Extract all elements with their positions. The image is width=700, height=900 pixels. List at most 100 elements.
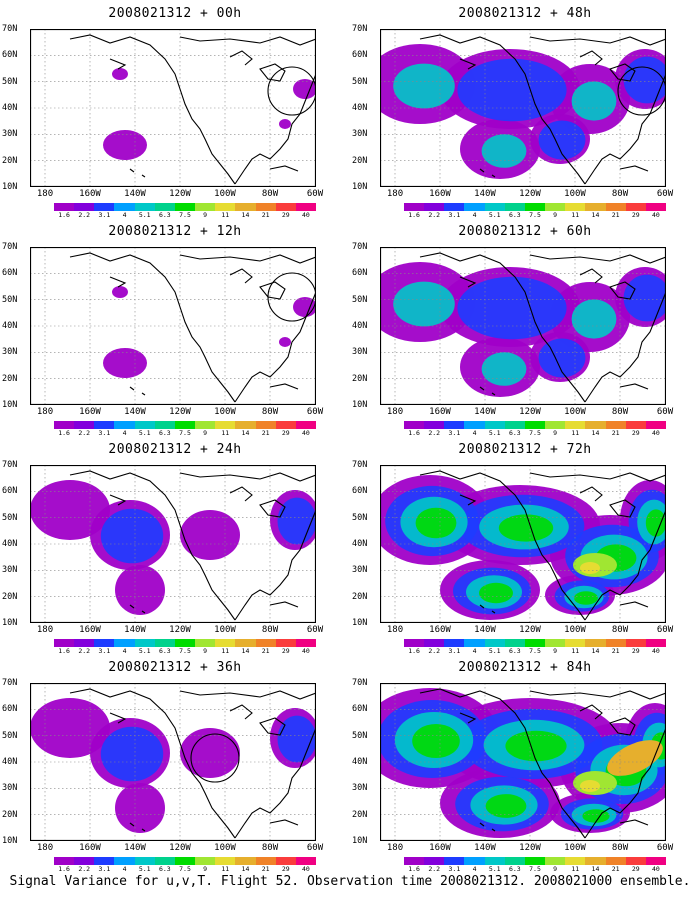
- lat-label: 30N: [352, 783, 368, 794]
- colorbar-label: 4: [122, 211, 127, 219]
- colorbar-swatch: [295, 857, 317, 865]
- coastline: [69, 252, 316, 403]
- colorbar-label: 21: [611, 647, 620, 655]
- lon-label: 80W: [611, 189, 629, 199]
- colorbar-labels: 1.6 2.2 3.1 4 5.1 6.3 7.5 9 11 14 21 29 40: [54, 211, 316, 220]
- colorbar-swatch: [444, 857, 465, 865]
- colorbar-label: 6.3: [158, 647, 171, 655]
- lat-label: 50N: [2, 730, 18, 741]
- lat-label: 40N: [352, 757, 368, 767]
- colorbar-swatch: [444, 639, 465, 647]
- colorbar-label: 7.5: [179, 211, 191, 219]
- colorbar-swatch: [484, 857, 505, 865]
- colorbar-swatch: [565, 203, 586, 211]
- colorbar-swatch: [154, 203, 175, 211]
- lat-label: 10N: [2, 400, 18, 410]
- lat-label: 10N: [352, 836, 368, 846]
- colorbar-swatch: [504, 421, 525, 429]
- forecast-panel: 2008021312 + 84h 70N 60N 50N 40N 30N 20N 10N 180…: [350, 654, 700, 873]
- colorbar-label: 21: [261, 211, 270, 219]
- colorbar-label: 3.1: [98, 211, 111, 219]
- lat-label: 30N: [352, 565, 368, 576]
- colorbar-label: 21: [261, 429, 270, 437]
- lon-label: 60W: [306, 407, 324, 417]
- colorbar-label: 9: [553, 865, 558, 873]
- lon-label: 60W: [656, 625, 674, 635]
- colorbar-swatch: [255, 421, 276, 429]
- colorbar-label: 4: [122, 647, 127, 655]
- colorbar-swatch: [605, 639, 626, 647]
- colorbar-label: 14: [241, 429, 250, 437]
- lon-label: 60W: [656, 189, 674, 199]
- colorbar-swatch: [235, 203, 256, 211]
- colorbar-swatch: [605, 203, 626, 211]
- colorbar-label: 14: [591, 429, 600, 437]
- colorbar-label: 9: [203, 211, 208, 219]
- lat-label: 60N: [2, 486, 18, 497]
- colorbar-label: 21: [611, 429, 620, 437]
- colorbar-label: 29: [631, 865, 640, 873]
- lat-label: 20N: [352, 591, 368, 602]
- colorbar-swatch: [54, 857, 75, 865]
- lat-label: 40N: [352, 321, 368, 331]
- lon-label: 140W: [124, 407, 146, 417]
- colorbar-swatch: [645, 421, 667, 429]
- panel-title: 2008021312 + 24h: [108, 442, 242, 457]
- colorbar-swatch: [545, 203, 566, 211]
- colorbar-swatch: [645, 203, 667, 211]
- colorbar-label: 1.6: [58, 211, 70, 219]
- colorbar-swatch: [195, 857, 216, 865]
- lat-label: 70N: [2, 24, 18, 34]
- lat-label: 70N: [2, 460, 18, 470]
- colorbar-swatch: [484, 421, 505, 429]
- lat-label: 30N: [352, 129, 368, 140]
- map-plot: [30, 29, 316, 187]
- colorbar-swatch: [504, 639, 525, 647]
- lon-label: 160W: [79, 625, 101, 635]
- coastline: [69, 470, 316, 621]
- coastline: [419, 252, 666, 403]
- colorbar-swatch: [524, 203, 546, 211]
- colorbar-swatch: [134, 857, 155, 865]
- lat-label: 10N: [2, 836, 18, 846]
- map-plot: [380, 683, 666, 841]
- colorbar-swatch: [565, 639, 586, 647]
- colorbar-label: 2.2: [428, 429, 441, 437]
- lon-label: 80W: [611, 407, 629, 417]
- figure-caption: Signal Variance for u,v,T. Flight 52. Ob…: [9, 874, 691, 889]
- colorbar-swatch: [215, 421, 236, 429]
- colorbar-label: 14: [241, 647, 250, 655]
- colorbar-label: 2.2: [428, 865, 441, 873]
- colorbar-swatch: [255, 203, 276, 211]
- lon-label: 180: [386, 407, 404, 417]
- colorbar-swatch: [215, 639, 236, 647]
- colorbar-label: 1.6: [408, 211, 420, 219]
- colorbar-label: 14: [241, 865, 250, 873]
- colorbar-label: 6.3: [508, 429, 521, 437]
- map-plot: [380, 29, 666, 187]
- lat-label: 40N: [2, 103, 18, 113]
- colorbar-swatch: [94, 203, 115, 211]
- lon-label: 100W: [214, 625, 236, 635]
- colorbar-label: 29: [281, 647, 290, 655]
- colorbar-swatch: [94, 857, 115, 865]
- lat-label: 50N: [352, 730, 368, 741]
- lon-label: 180: [36, 189, 54, 199]
- colorbar-label: 6.3: [158, 865, 171, 873]
- colorbar-label: 4: [122, 429, 127, 437]
- lat-label: 40N: [352, 103, 368, 113]
- colorbar-swatch: [625, 857, 646, 865]
- colorbar-swatch: [74, 857, 95, 865]
- colorbar-label: 3.1: [448, 865, 461, 873]
- forecast-panel: 2008021312 + 72h 70N 60N 50N 40N 30N 20N 10N 180…: [350, 436, 700, 655]
- colorbar-swatch: [545, 639, 566, 647]
- colorbar-label: 2.2: [428, 211, 441, 219]
- colorbar-label: 9: [553, 429, 558, 437]
- colorbar-label: 7.5: [529, 429, 541, 437]
- colorbar-label: 11: [571, 865, 580, 873]
- panel-title: 2008021312 + 60h: [458, 224, 592, 239]
- variance-field: [380, 475, 666, 620]
- colorbar-label: 40: [302, 647, 310, 655]
- colorbar-labels: 1.6 2.2 3.1 4 5.1 6.3 7.5 9 11 14 21 29 40: [404, 211, 666, 220]
- lon-label: 100W: [564, 625, 586, 635]
